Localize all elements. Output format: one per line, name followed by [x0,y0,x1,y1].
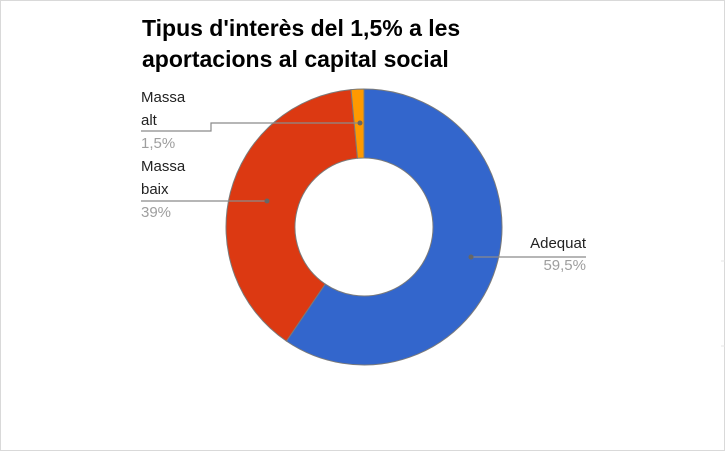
slice-label-value: 1,5% [141,135,175,152]
slice-adequat[interactable] [285,88,503,366]
slice-label-value: 39% [141,204,171,221]
slice-label-name: baix [141,181,169,198]
slice-labels: Adequat 59,5% Massa baix 39% Massa alt 1,5% [141,89,587,274]
sheet-gridlines [721,260,725,347]
leader-dot [468,254,474,260]
leader-line [141,198,270,204]
slice-massa-alt[interactable] [350,88,365,159]
slices [225,88,503,366]
chart-title: Tipus d'interès del 1,5% a les aportacio… [142,15,461,72]
leader-dot [264,198,270,204]
leader-dot [357,120,363,126]
slice-label-name: Massa [141,158,186,175]
slice-label-name: alt [141,112,158,129]
slice-label-name: Adequat [530,235,587,252]
slice-label-value: 59,5% [543,257,586,274]
slice-label-name: Massa [141,89,186,106]
leader-line [141,120,363,132]
leader-line [468,254,586,260]
slice-massa-baix[interactable] [225,89,359,342]
